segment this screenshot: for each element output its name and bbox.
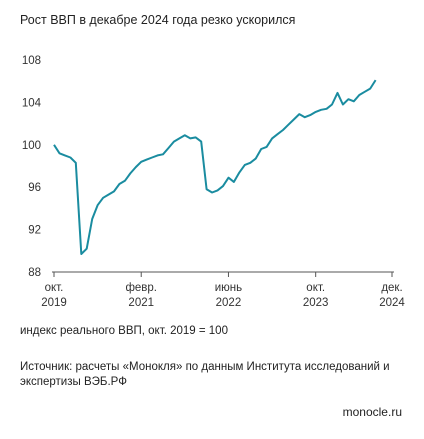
y-tick-label: 88	[28, 267, 41, 279]
y-tick-label: 92	[28, 225, 41, 237]
y-tick-label: 100	[22, 140, 41, 152]
y-tick-label: 96	[28, 182, 41, 194]
x-tick-label: 2019	[41, 297, 67, 309]
chart-title: Рост ВВП в декабре 2024 года резко ускор…	[20, 13, 296, 27]
x-tick-label: дек.	[381, 282, 402, 294]
x-tick-label: июнь	[215, 282, 242, 294]
chart-note: индекс реального ВВП, окт. 2019 = 100	[20, 325, 228, 337]
gdp-index-line	[53, 79, 377, 255]
x-tick-label: окт.	[45, 282, 64, 294]
y-tick-label: 104	[22, 97, 42, 109]
y-tick-label: 108	[22, 55, 41, 67]
x-tick-label: 2024	[379, 297, 405, 309]
x-axis: окт. 2019 февр. 2021 июнь 2022 окт. 2023 дек. 202…	[41, 271, 405, 309]
gdp-line-chart: 88 92 96 100 104 108 окт. 2019 февр. 2021 июнь 202…	[22, 55, 406, 309]
y-axis: 88 92 96 100 104 108	[22, 55, 42, 279]
source-text: Источник: расчеты «Монокля» по данным Ин…	[20, 361, 390, 388]
x-tick-label: 2022	[216, 297, 242, 309]
x-tick-label: окт.	[306, 282, 325, 294]
x-tick-label: февр.	[125, 282, 157, 294]
brand-label: monocle.ru	[342, 405, 402, 419]
x-tick-label: 2023	[303, 297, 329, 309]
x-tick-label: 2021	[128, 297, 154, 309]
